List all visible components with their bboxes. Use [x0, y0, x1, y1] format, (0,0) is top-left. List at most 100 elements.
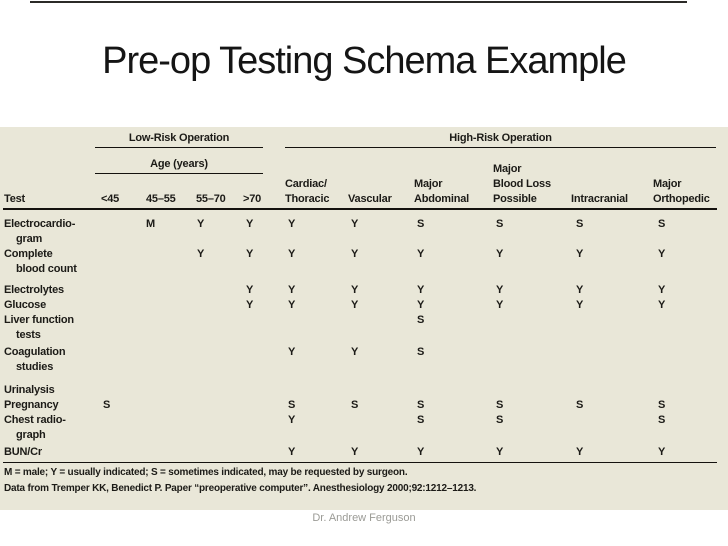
table-cell: S — [496, 218, 504, 230]
column-header: Major Abdominal — [414, 178, 470, 205]
row-label: Electrolytes — [4, 283, 64, 298]
table-cell: Y — [417, 299, 425, 311]
row-label-line: Liver function — [4, 314, 74, 326]
top-rule — [30, 1, 687, 3]
row-label-line: Glucose — [4, 299, 47, 311]
table-cell: Y — [417, 284, 425, 296]
table-cell: Y — [496, 284, 504, 296]
table-cell: S — [658, 399, 666, 411]
table-cell: Y — [576, 299, 584, 311]
table-cell: Y — [351, 446, 359, 458]
table-cell: Y — [288, 414, 296, 426]
table-cell: Y — [576, 284, 584, 296]
column-header: Vascular — [348, 193, 392, 205]
table-cell: S — [658, 414, 666, 426]
rule-under-age — [95, 173, 263, 174]
column-header: Major Blood Loss Possible — [493, 163, 551, 205]
table-cell: Y — [496, 446, 504, 458]
table-cell: Y — [351, 299, 359, 311]
table-cell: Y — [197, 248, 205, 260]
table-cell: Y — [496, 299, 504, 311]
rule-table-bottom — [3, 462, 717, 463]
row-label: Glucose — [4, 298, 46, 313]
table-cell: Y — [288, 284, 296, 296]
page-title: Pre-op Testing Schema Example — [102, 40, 627, 82]
row-label-line: Complete — [4, 248, 53, 260]
table-cell: S — [103, 399, 111, 411]
table-cell: Y — [288, 218, 296, 230]
row-label: BUN/Cr — [4, 445, 42, 460]
row-label: Pregnancy — [4, 398, 59, 413]
table-cell: S — [417, 346, 425, 358]
row-label: Coagulation studies — [4, 345, 66, 375]
table-cell: Y — [417, 248, 425, 260]
table-cell: Y — [576, 248, 584, 260]
row-label-line: tests — [16, 329, 41, 341]
row-label-line: gram — [16, 233, 43, 245]
group-header-high-risk: High-Risk Operation — [449, 132, 552, 144]
table-cell: S — [496, 399, 504, 411]
table-cell: S — [658, 218, 666, 230]
table-cell: S — [417, 314, 425, 326]
rule-under-column-headers — [3, 208, 717, 210]
column-header: Intracranial — [571, 193, 628, 205]
table-cell: S — [351, 399, 359, 411]
row-label-line: Pregnancy — [4, 399, 59, 411]
column-header: Test — [4, 193, 26, 205]
table-cell: S — [417, 218, 425, 230]
row-label-line: studies — [16, 361, 54, 373]
table-cell: Y — [496, 248, 504, 260]
table-cell: Y — [288, 299, 296, 311]
table-cell: Y — [351, 248, 359, 260]
table-cell: Y — [246, 218, 254, 230]
table-cell: Y — [288, 446, 296, 458]
row-label-line: Coagulation — [4, 346, 66, 358]
table-cell: Y — [246, 248, 254, 260]
row-label-line: BUN/Cr — [4, 446, 42, 458]
column-header: 55–70 — [196, 193, 226, 205]
table-cell: Y — [351, 346, 359, 358]
column-header: Cardiac/ Thoracic — [285, 178, 330, 205]
column-header: Major Orthopedic — [653, 178, 710, 205]
table-cell: S — [288, 399, 296, 411]
row-label: Electrocardio-gram — [4, 217, 75, 247]
table-cell: Y — [351, 284, 359, 296]
table-cell: Y — [417, 446, 425, 458]
row-label-line: Electrolytes — [4, 284, 64, 296]
table-panel: Low-Risk Operation Age (years) High-Risk… — [0, 127, 728, 510]
column-header: 45–55 — [146, 193, 176, 205]
table-cell: Y — [288, 248, 296, 260]
row-label: Chest radio-graph — [4, 413, 66, 443]
table-cell: S — [576, 399, 584, 411]
row-label-line: Urinalysis — [4, 384, 55, 396]
rule-under-high-risk — [285, 147, 716, 148]
table-cell: Y — [197, 218, 205, 230]
row-label-line: blood count — [16, 263, 77, 275]
table-cell: S — [417, 414, 425, 426]
table-cell: M — [146, 218, 156, 230]
footnote-citation: Data from Tremper KK, Benedict P. Paper … — [4, 483, 477, 494]
group-header-low-risk: Low-Risk Operation — [128, 132, 230, 144]
table-cell: Y — [658, 248, 666, 260]
rule-under-low-risk — [95, 147, 263, 148]
table-cell: Y — [658, 446, 666, 458]
table-cell: Y — [658, 299, 666, 311]
table-cell: Y — [288, 346, 296, 358]
footnote-legend: M = male; Y = usually indicated; S = som… — [4, 467, 408, 478]
table-cell: S — [417, 399, 425, 411]
table-cell: Y — [576, 446, 584, 458]
column-header: <45 — [101, 193, 120, 205]
row-label-line: Electrocardio- — [4, 218, 76, 230]
table-cell: S — [576, 218, 584, 230]
row-label-line: Chest radio- — [4, 414, 66, 426]
table-cell: S — [496, 414, 504, 426]
row-label: Liver function tests — [4, 313, 74, 343]
column-header: >70 — [243, 193, 262, 205]
table-cell: Y — [246, 284, 254, 296]
row-label: Complete blood count — [4, 247, 77, 277]
row-label-line: graph — [16, 429, 46, 441]
group-header-age: Age (years) — [150, 158, 208, 170]
table-cell: Y — [658, 284, 666, 296]
row-label: Urinalysis — [4, 383, 55, 398]
